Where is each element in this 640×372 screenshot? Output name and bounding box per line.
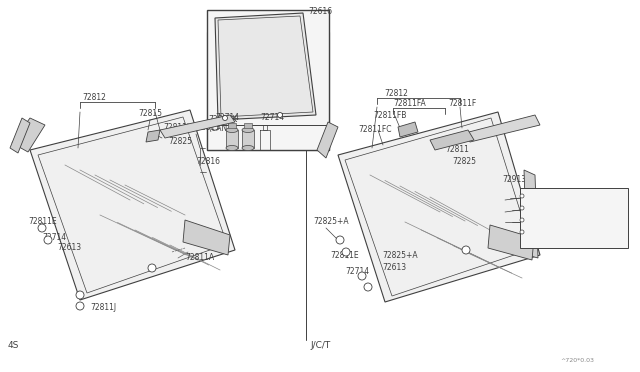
Text: 72825+A: 72825+A (313, 218, 349, 227)
Circle shape (520, 218, 524, 222)
Circle shape (44, 236, 52, 244)
Bar (228, 123, 236, 128)
Circle shape (76, 302, 84, 310)
Circle shape (462, 246, 470, 254)
Polygon shape (160, 115, 235, 138)
Ellipse shape (242, 145, 254, 151)
Bar (520, 188, 628, 248)
Circle shape (520, 230, 524, 234)
Text: ^720*0.03: ^720*0.03 (560, 357, 594, 362)
Polygon shape (183, 220, 230, 255)
Text: 72613: 72613 (57, 243, 81, 251)
Text: 72825: 72825 (452, 157, 476, 167)
Polygon shape (465, 115, 540, 142)
Text: 72811F: 72811F (524, 193, 552, 202)
Circle shape (342, 248, 350, 256)
Text: 72617K: 72617K (208, 115, 237, 125)
Polygon shape (338, 112, 540, 302)
Text: 72811E: 72811E (28, 218, 56, 227)
Text: 72811: 72811 (445, 145, 469, 154)
Circle shape (76, 291, 84, 299)
Text: 72811J: 72811J (90, 304, 116, 312)
Polygon shape (10, 118, 30, 153)
Circle shape (520, 206, 524, 210)
Circle shape (148, 264, 156, 272)
Bar (242, 130, 254, 148)
Polygon shape (146, 130, 160, 142)
Circle shape (358, 272, 366, 280)
Text: 72811FB: 72811FB (524, 218, 557, 227)
Circle shape (38, 224, 46, 232)
Polygon shape (398, 122, 418, 137)
Text: 72613: 72613 (382, 263, 406, 273)
Text: 72714: 72714 (42, 232, 66, 241)
Ellipse shape (242, 128, 254, 132)
Text: 72714: 72714 (345, 267, 369, 276)
Text: 72811FB: 72811FB (373, 112, 406, 121)
Polygon shape (524, 170, 538, 258)
Text: 72812: 72812 (82, 93, 106, 102)
Circle shape (278, 112, 282, 118)
Text: J/C/T: J/C/T (310, 340, 330, 350)
Text: 72811F: 72811F (448, 99, 476, 108)
Text: 72813: 72813 (196, 124, 220, 132)
Text: 72714: 72714 (260, 113, 284, 122)
Polygon shape (430, 130, 474, 150)
Text: 72811FC: 72811FC (524, 230, 557, 238)
Circle shape (520, 194, 524, 198)
Text: 72811FC: 72811FC (358, 125, 392, 135)
Text: 72714: 72714 (215, 113, 239, 122)
Text: 72913: 72913 (502, 176, 526, 185)
Polygon shape (317, 122, 338, 158)
Text: 72825+A: 72825+A (382, 251, 418, 260)
Text: 4S: 4S (8, 340, 19, 350)
Text: 72825: 72825 (168, 138, 192, 147)
Text: 72816: 72816 (196, 157, 220, 167)
Bar (207, 10, 329, 150)
Ellipse shape (226, 145, 238, 151)
Circle shape (223, 115, 227, 121)
Text: 72811A: 72811A (185, 253, 214, 262)
Circle shape (364, 283, 372, 291)
Circle shape (336, 236, 344, 244)
Polygon shape (488, 225, 534, 260)
Bar (207, 32, 329, 150)
Ellipse shape (226, 128, 238, 132)
Text: 72811FA: 72811FA (524, 205, 557, 215)
Polygon shape (215, 13, 316, 120)
Text: 72812: 72812 (384, 89, 408, 97)
Polygon shape (12, 118, 45, 152)
Text: (CAN): (CAN) (208, 124, 230, 132)
Text: 72815: 72815 (138, 109, 162, 119)
Text: 72811FA: 72811FA (393, 99, 426, 108)
Text: 72616: 72616 (308, 7, 332, 16)
Text: 72811E: 72811E (330, 250, 358, 260)
Bar (226, 130, 238, 148)
Bar (244, 123, 252, 128)
Polygon shape (30, 110, 235, 300)
Text: 72811l: 72811l (163, 124, 189, 132)
